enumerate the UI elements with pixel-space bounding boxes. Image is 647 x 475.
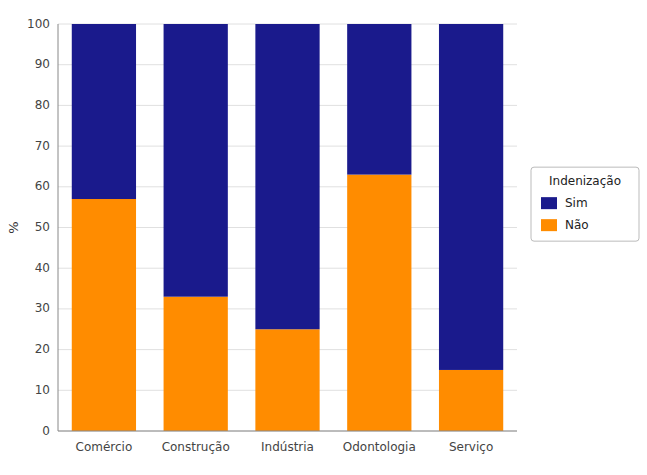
y-axis-label: % <box>6 221 21 233</box>
bar-segment <box>255 329 319 431</box>
bar-segment <box>72 199 136 431</box>
bar-segment <box>164 24 228 297</box>
bar-segment <box>72 24 136 199</box>
y-tick-label: 40 <box>35 261 50 275</box>
bars <box>72 24 503 431</box>
x-tick-label: Serviço <box>449 440 493 454</box>
x-tick-label: Construção <box>162 440 230 454</box>
legend-frame <box>531 167 639 241</box>
bar-segment <box>347 175 411 431</box>
chart-container: 0 10 20 30 40 50 60 70 80 90 100 Comércio Construção… <box>0 0 647 475</box>
bar-segment <box>439 24 503 370</box>
x-tick-label: Comércio <box>76 440 133 454</box>
bar-segment <box>439 370 503 431</box>
legend-swatch <box>541 219 557 231</box>
y-tick-label: 80 <box>35 98 50 112</box>
grid-line <box>58 431 517 432</box>
x-ticks: Comércio Construção Indústria Odontologia Se… <box>76 440 494 454</box>
x-tick-label: Indústria <box>261 440 314 454</box>
y-axis-line <box>58 24 59 431</box>
legend-label: Sim <box>565 196 588 210</box>
legend: Indenização Sim Não <box>531 167 639 241</box>
bar-segment <box>347 24 411 175</box>
y-tick-label: 100 <box>27 17 50 31</box>
y-tick-label: 50 <box>35 220 50 234</box>
y-tick-label: 0 <box>42 424 50 438</box>
y-tick-label: 30 <box>35 301 50 315</box>
legend-title: Indenização <box>549 174 621 188</box>
chart-svg: 0 10 20 30 40 50 60 70 80 90 100 Comércio Construção… <box>0 0 647 475</box>
bar-segment <box>164 297 228 431</box>
y-ticks: 0 10 20 30 40 50 60 70 80 90 100 <box>27 17 50 438</box>
bar-segment <box>255 24 319 329</box>
legend-label: Não <box>565 218 589 232</box>
legend-swatch <box>541 197 557 209</box>
y-tick-label: 20 <box>35 342 50 356</box>
y-tick-label: 90 <box>35 57 50 71</box>
y-tick-label: 70 <box>35 139 50 153</box>
y-tick-label: 10 <box>35 383 50 397</box>
y-grid <box>58 24 517 431</box>
y-tick-label: 60 <box>35 179 50 193</box>
x-tick-label: Odontologia <box>343 440 416 454</box>
x-axis-line <box>58 431 517 432</box>
